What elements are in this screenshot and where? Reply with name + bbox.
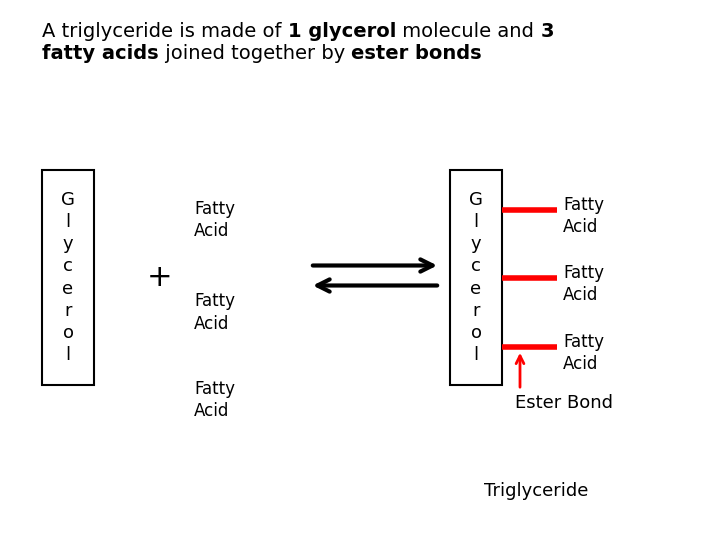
Text: joined together by: joined together by	[158, 44, 351, 63]
Text: A triglyceride is made of: A triglyceride is made of	[42, 22, 288, 41]
Text: Fatty
Acid: Fatty Acid	[563, 333, 604, 373]
Text: Triglyceride: Triglyceride	[484, 482, 588, 500]
Bar	[450, 170, 502, 385]
Text: G
l
y
c
e
r
o
l: G l y c e r o l	[61, 191, 75, 364]
Bar	[42, 170, 94, 385]
Text: Fatty
Acid: Fatty Acid	[194, 293, 235, 333]
Text: Fatty
Acid: Fatty Acid	[194, 200, 235, 240]
Text: molecule and: molecule and	[396, 22, 540, 41]
Text: fatty acids: fatty acids	[42, 44, 158, 63]
Text: Fatty
Acid: Fatty Acid	[194, 380, 235, 420]
Text: G
l
y
c
e
r
o
l: G l y c e r o l	[469, 191, 483, 364]
Text: ester bonds: ester bonds	[351, 44, 482, 63]
Text: 1 glycerol: 1 glycerol	[288, 22, 396, 41]
Text: Fatty
Acid: Fatty Acid	[563, 264, 604, 303]
Text: Fatty
Acid: Fatty Acid	[563, 196, 604, 236]
Text: Ester Bond: Ester Bond	[515, 394, 613, 412]
Text: 3: 3	[540, 22, 554, 41]
Text: +: +	[147, 263, 173, 292]
